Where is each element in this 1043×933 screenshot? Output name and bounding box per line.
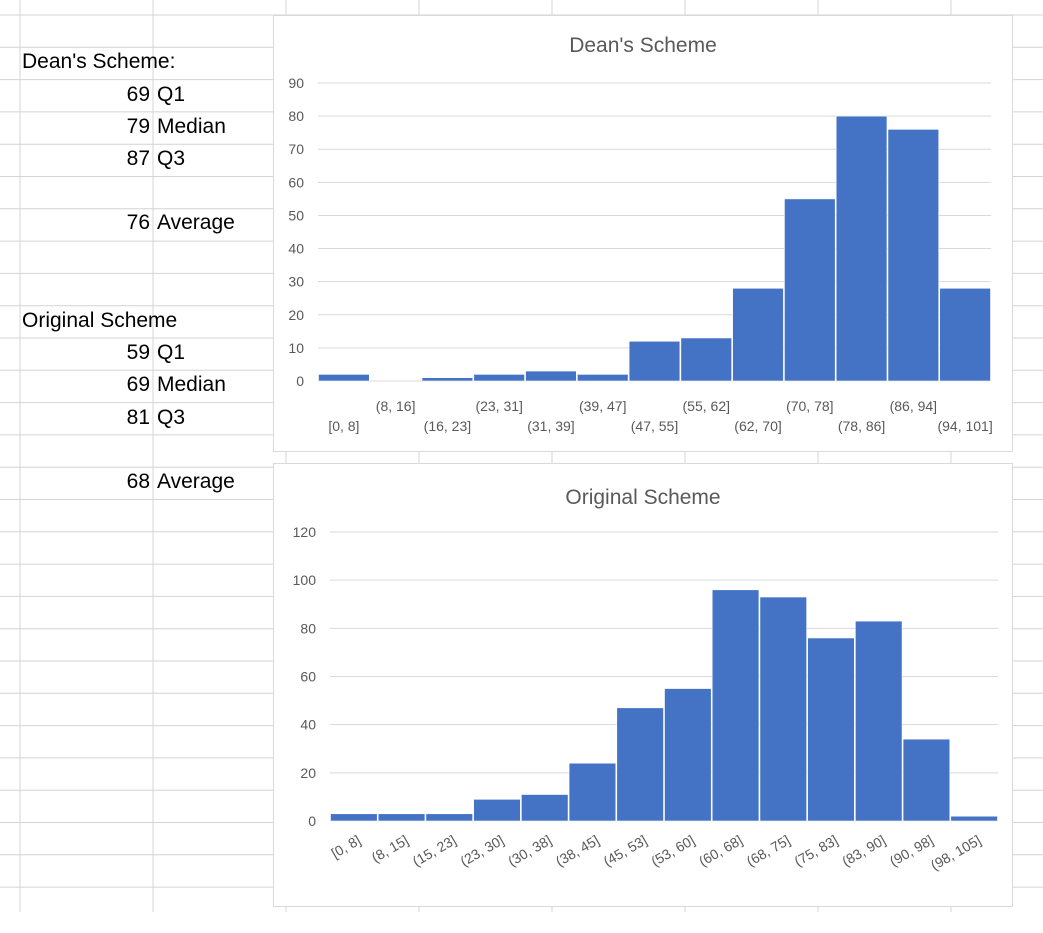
- y-tick-label: 100: [293, 572, 317, 588]
- original-scheme-chart[interactable]: Original Scheme 0 20 40 60 80 100 120 [0, 8] (8, …: [273, 463, 1013, 907]
- dean-median-value: 79: [126, 115, 150, 138]
- y-tick-label: 40: [300, 717, 316, 733]
- x-tick-label: (31, 39]: [527, 418, 574, 434]
- histogram-bar: [521, 794, 569, 822]
- y-tick-label: 80: [288, 108, 304, 124]
- x-tick-label: (78, 86]: [838, 418, 885, 434]
- x-tick-label: (94, 101]: [937, 418, 992, 434]
- histogram-bar: [680, 337, 732, 382]
- histogram-bar: [807, 637, 855, 822]
- dean-average-value: 76: [126, 211, 150, 234]
- x-tick-label: (38, 45]: [553, 832, 602, 870]
- x-tick-label: (53, 60]: [648, 832, 697, 870]
- x-tick-label: [0, 8]: [328, 832, 363, 861]
- y-tick-label: 90: [288, 75, 304, 91]
- x-tick-label: (98, 105]: [928, 832, 984, 873]
- histogram-bar: [318, 374, 370, 382]
- histogram-bar: [377, 813, 426, 822]
- histogram-bar: [835, 115, 888, 382]
- x-tick-label: (8, 15]: [369, 832, 411, 866]
- x-tick-label: (47, 55]: [631, 418, 678, 434]
- orig-q3-value: 81: [126, 406, 150, 429]
- orig-average-label: Average: [157, 470, 235, 493]
- y-tick-label: 20: [300, 765, 316, 781]
- y-tick-label: 80: [300, 620, 316, 636]
- y-tick-label: 0: [296, 373, 304, 389]
- chart-title: Dean's Scheme: [569, 34, 717, 57]
- y-tick-label: 0: [308, 813, 316, 829]
- orig-median-value: 69: [126, 373, 150, 396]
- dean-scheme-header: Dean's Scheme:: [22, 50, 176, 73]
- y-tick-label: 60: [300, 669, 316, 685]
- dean-q1-value: 69: [126, 83, 150, 106]
- chart-title: Original Scheme: [565, 486, 720, 509]
- orig-q3-label: Q3: [157, 406, 186, 429]
- x-tick-label: (23, 30]: [457, 832, 506, 870]
- x-tick-label: (75, 83]: [791, 832, 840, 870]
- y-tick-label: 30: [288, 274, 304, 290]
- dean-median-label: Median: [157, 115, 226, 138]
- y-tick-label: 60: [288, 174, 304, 190]
- x-tick-label: (60, 68]: [696, 832, 745, 870]
- x-tick-label: (15, 23]: [410, 832, 459, 870]
- histogram-bar: [577, 374, 629, 382]
- x-tick-label: (68, 75]: [744, 832, 793, 870]
- y-tick-label: 10: [288, 340, 304, 356]
- x-tick-label: [0, 8]: [328, 418, 359, 434]
- dean-scheme-chart[interactable]: Dean's Scheme 0 10 20 30 40 50 60 70 80 90 [0, 8] (8…: [273, 15, 1013, 452]
- y-tick-label: 70: [288, 141, 304, 157]
- histogram-bar: [732, 287, 784, 382]
- histogram-bar: [628, 340, 681, 382]
- histogram-bar: [784, 198, 836, 382]
- dean-q3-label: Q3: [157, 147, 186, 170]
- x-tick-label: (70, 78]: [786, 398, 833, 414]
- dean-q1-label: Q1: [157, 83, 186, 106]
- histogram-bar: [616, 707, 664, 822]
- x-tick-label: (16, 23]: [424, 418, 471, 434]
- x-tick-label: (8, 16]: [376, 398, 416, 414]
- histogram-bar: [855, 620, 903, 822]
- original-scheme-histogram: Original Scheme 0 20 40 60 80 100 120 [0, 8] (8, …: [293, 486, 998, 873]
- y-tick-label: 120: [293, 524, 317, 540]
- histogram-bar: [330, 813, 378, 822]
- x-tick-label: (23, 31]: [475, 398, 522, 414]
- histogram-bar: [711, 589, 760, 822]
- histogram-bar: [525, 370, 577, 382]
- dean-q3-value: 87: [126, 147, 150, 170]
- histogram-bar: [939, 287, 991, 382]
- histogram-bar: [664, 688, 712, 822]
- x-tick-label: (45, 53]: [601, 832, 650, 870]
- x-tick-label: (90, 98]: [887, 832, 936, 870]
- dean-scheme-histogram: Dean's Scheme 0 10 20 30 40 50 60 70 80 90 [0, 8] (8…: [288, 34, 992, 434]
- histogram-bar: [950, 815, 998, 822]
- orig-average-value: 68: [126, 470, 150, 493]
- x-tick-label: (55, 62]: [683, 398, 730, 414]
- x-tick-label: (62, 70]: [734, 418, 781, 434]
- original-scheme-header: Original Scheme: [22, 309, 178, 332]
- dean-average-label: Average: [157, 211, 235, 234]
- histogram-bar: [902, 738, 951, 822]
- orig-q1-label: Q1: [157, 341, 186, 364]
- orig-q1-value: 59: [126, 341, 150, 364]
- histogram-bar: [473, 374, 525, 382]
- x-tick-label: (83, 90]: [839, 832, 888, 870]
- histogram-bar: [473, 799, 521, 822]
- y-tick-label: 20: [288, 307, 304, 323]
- y-tick-label: 50: [288, 207, 304, 223]
- histogram-bar: [759, 596, 807, 822]
- histogram-bar: [887, 129, 940, 382]
- x-tick-label: (30, 38]: [505, 832, 554, 870]
- histogram-bar: [425, 813, 473, 822]
- x-tick-label: (86, 94]: [890, 398, 937, 414]
- orig-median-label: Median: [157, 373, 226, 396]
- x-tick-label: (39, 47]: [579, 398, 626, 414]
- histogram-bar: [568, 762, 617, 822]
- histogram-bar: [421, 377, 474, 382]
- y-tick-label: 40: [288, 241, 304, 257]
